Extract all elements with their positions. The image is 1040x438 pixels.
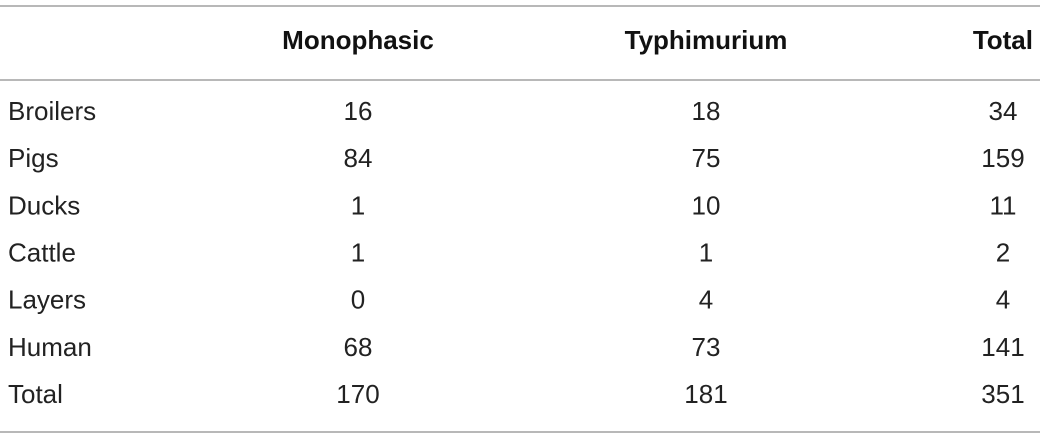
cell: 10 <box>692 190 721 220</box>
cell: 73 <box>692 332 721 362</box>
cell: 351 <box>981 379 1024 409</box>
row-label: Layers <box>8 285 86 315</box>
cell: 1 <box>699 237 713 267</box>
column-header: Monophasic <box>282 25 434 55</box>
cell: 18 <box>692 96 721 126</box>
row-label: Ducks <box>8 190 80 220</box>
cell: 1 <box>351 237 365 267</box>
cell: 4 <box>699 285 713 315</box>
cell: 159 <box>981 143 1024 173</box>
cell: 75 <box>692 143 721 173</box>
cell: 68 <box>344 332 373 362</box>
row-label: Total <box>8 379 63 409</box>
row-label: Human <box>8 332 92 362</box>
cell: 84 <box>344 143 373 173</box>
cell: 141 <box>981 332 1024 362</box>
cell: 34 <box>989 96 1018 126</box>
cell: 181 <box>684 379 727 409</box>
cell: 0 <box>351 285 365 315</box>
row-label: Pigs <box>8 143 59 173</box>
cell: 1 <box>351 190 365 220</box>
row-label: Cattle <box>8 237 76 267</box>
row-label: Broilers <box>8 96 96 126</box>
column-header: Total <box>973 25 1033 55</box>
cell: 2 <box>996 237 1010 267</box>
cell: 170 <box>336 379 379 409</box>
cell: 4 <box>996 285 1010 315</box>
cell: 16 <box>344 96 373 126</box>
cell: 11 <box>990 190 1017 220</box>
column-header: Typhimurium <box>625 25 788 55</box>
